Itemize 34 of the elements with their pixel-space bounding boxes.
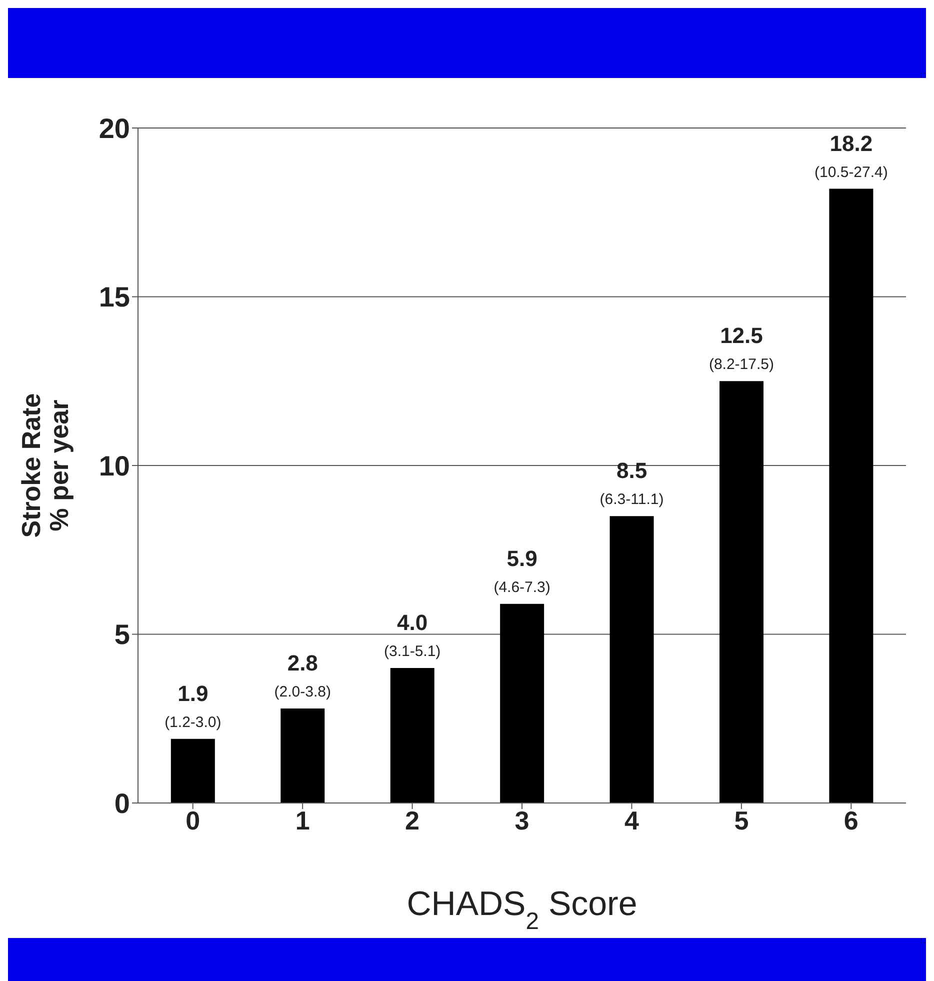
data-label: 1.9	[178, 680, 208, 706]
y-tick-label: 20	[98, 112, 130, 144]
bar	[719, 381, 764, 803]
bar	[500, 604, 544, 803]
y-axis-title: Stroke Rate % per year	[16, 393, 74, 538]
x-tick-label: 2	[405, 805, 420, 836]
y-tick-label: 5	[114, 619, 130, 650]
x-tick-label: 4	[624, 805, 640, 836]
data-label: 4.0	[397, 610, 428, 635]
annotation: (10.5-27.4)	[814, 164, 888, 181]
data-label: 12.5	[720, 323, 763, 348]
bar	[829, 188, 874, 803]
x-axis-title: CHADS$_{2}$ Score	[406, 885, 638, 934]
annotation: (6.3-11.1)	[600, 491, 664, 508]
bar	[390, 668, 434, 803]
data-label: 8.5	[616, 458, 648, 484]
bar	[610, 516, 654, 803]
y-tick-label: 15	[98, 282, 130, 313]
x-tick-label: 1	[295, 805, 310, 836]
x-tick-label: 6	[844, 805, 858, 836]
annotation: (1.2-3.0)	[164, 714, 222, 731]
bar	[280, 708, 325, 803]
x-tick-label: 5	[734, 805, 749, 836]
x-tick-label: 3	[514, 805, 530, 836]
bar	[170, 738, 215, 803]
annotation: (3.1-5.1)	[384, 643, 441, 660]
data-label: 18.2	[830, 130, 873, 156]
annotation: (8.2-17.5)	[708, 356, 774, 374]
data-label: 2.8	[287, 650, 318, 676]
annotation: (4.6-7.3)	[494, 578, 550, 596]
x-tick-label: 0	[186, 805, 200, 836]
annotation: (2.0-3.8)	[274, 684, 331, 700]
data-label: 5.9	[506, 546, 538, 571]
y-tick-label: 10	[98, 450, 130, 482]
